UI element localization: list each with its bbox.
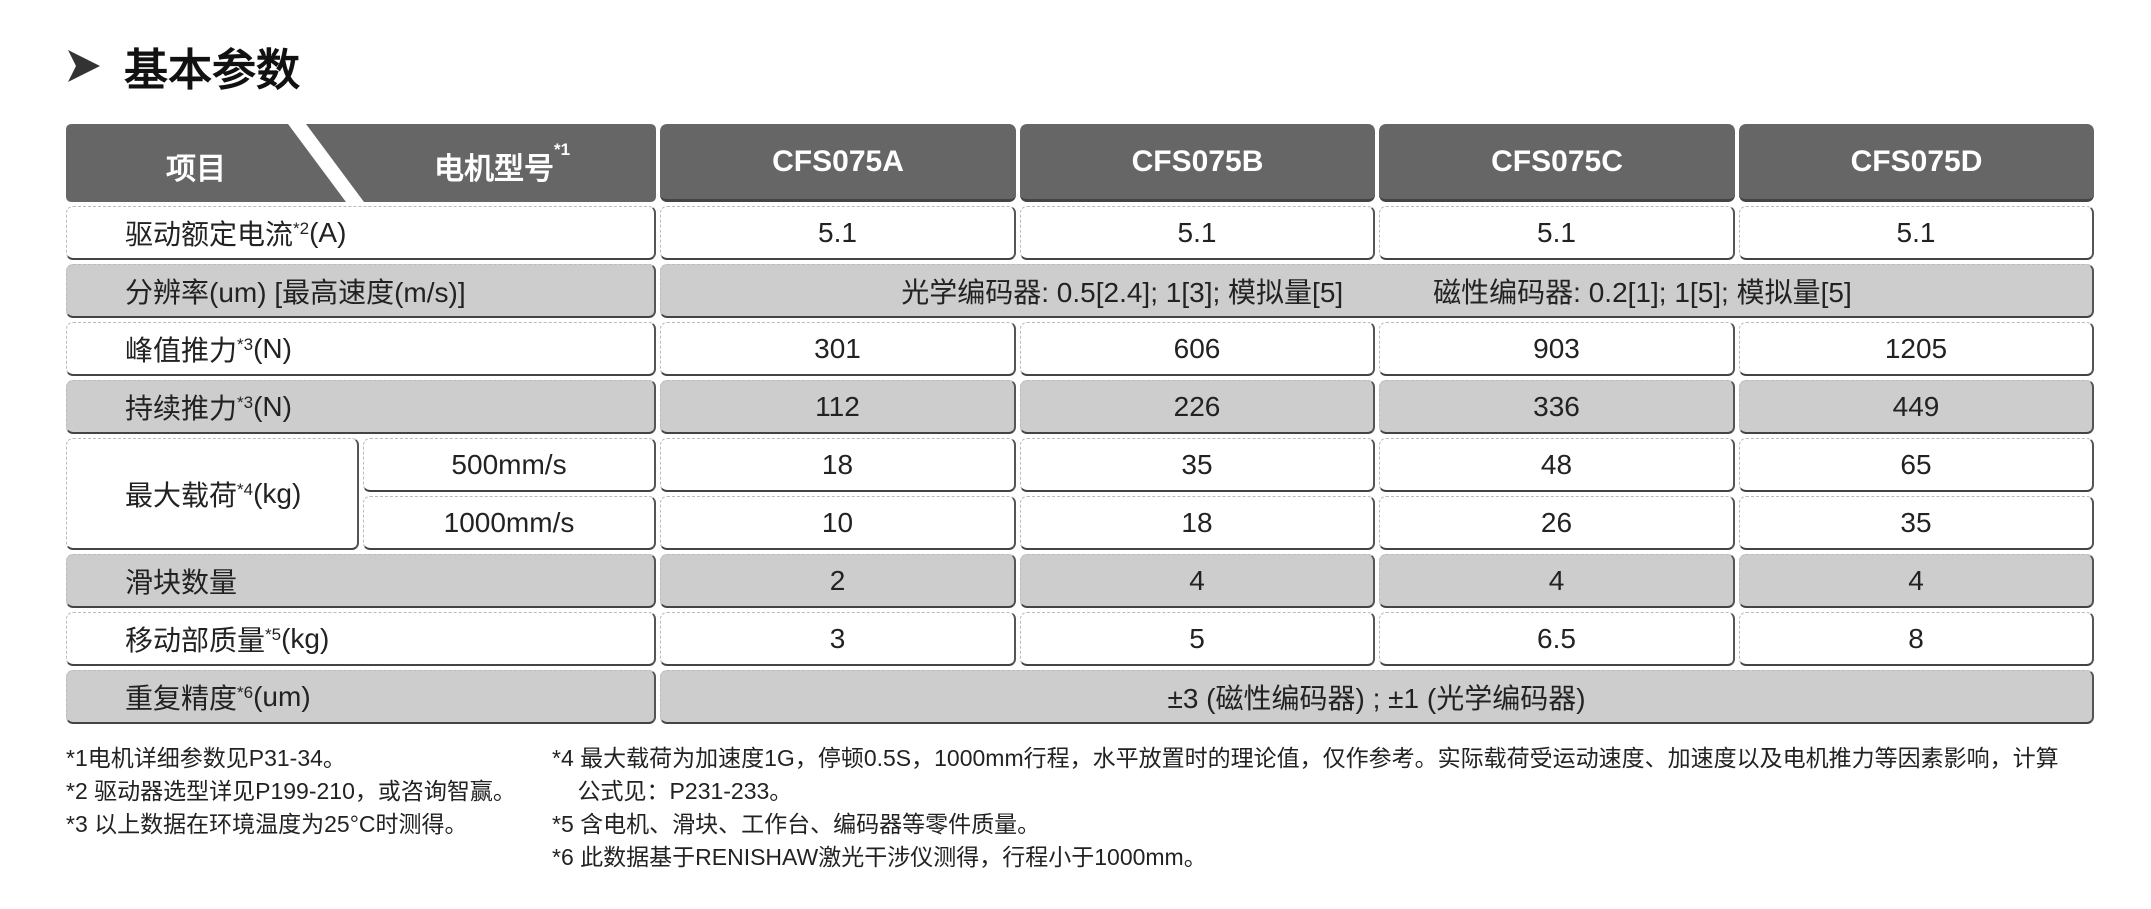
cell: 301	[660, 322, 1016, 376]
footnotes-left: *1电机详细参数见P31-34。 *2 驱动器选型详见P199-210，或咨询智…	[66, 742, 516, 841]
section-title-text: 基本参数	[124, 46, 300, 95]
cell: 5.1	[1020, 206, 1375, 260]
footnotes-right: *4 最大载荷为加速度1G，停顿0.5S，1000mm行程，水平放置时的理论值，…	[552, 742, 2059, 874]
cell: 5.1	[1379, 206, 1735, 260]
model-header: CFS075D	[1739, 124, 2094, 202]
footnote: *1电机详细参数见P31-34。	[66, 745, 346, 771]
cell: 26	[1379, 496, 1735, 550]
cell: 18	[660, 438, 1016, 492]
model-header: CFS075C	[1379, 124, 1735, 202]
cell: 226	[1020, 380, 1375, 434]
cell: 336	[1379, 380, 1735, 434]
header-model: 电机型号*1	[434, 140, 571, 186]
section-title: 基本参数	[66, 34, 300, 98]
cell: 449	[1739, 380, 2094, 434]
cell: 5.1	[1739, 206, 2094, 260]
cell: 5.1	[660, 206, 1016, 260]
cell: 48	[1379, 438, 1735, 492]
cell: 4	[1379, 554, 1735, 608]
header-item: 项目	[166, 153, 226, 186]
row-label-current: 驱动额定电流 *2 (A)	[66, 206, 656, 260]
row-label-continuous: 持续推力 *3 (N)	[66, 380, 656, 434]
cell: 10	[660, 496, 1016, 550]
cell: 18	[1020, 496, 1375, 550]
cell: 8	[1739, 612, 2094, 666]
footnote: *2 驱动器选型详见P199-210，或咨询智赢。	[66, 778, 516, 804]
footnote: *4 最大载荷为加速度1G，停顿0.5S，1000mm行程，水平放置时的理论值，…	[552, 745, 2059, 771]
footnote: *3 以上数据在环境温度为25°C时测得。	[66, 811, 468, 837]
row-label-resolution: 分辨率(um) [最高速度(m/s)]	[66, 264, 656, 318]
cell: 112	[660, 380, 1016, 434]
cell: 3	[660, 612, 1016, 666]
footnote: 公式见：P231-233。	[552, 778, 793, 804]
cell: 65	[1739, 438, 2094, 492]
footnote: *6 此数据基于RENISHAW激光干涉仪测得，行程小于1000mm。	[552, 844, 1207, 870]
arrow-icon	[68, 50, 100, 82]
spec-table: 项目 电机型号*1 CFS075A CFS075B CFS075C CFS075…	[66, 124, 2096, 724]
row-label-sliders: 滑块数量	[66, 554, 656, 608]
cell: 35	[1020, 438, 1375, 492]
cell: 4	[1020, 554, 1375, 608]
cell: 606	[1020, 322, 1375, 376]
cell-repeat: ±3 (磁性编码器) ; ±1 (光学编码器)	[660, 670, 2094, 724]
cell-resolution: 光学编码器: 0.5[2.4]; 1[3]; 模拟量[5] 磁性编码器: 0.2[…	[660, 264, 2094, 318]
row-label-repeat: 重复精度 *6 (um)	[66, 670, 656, 724]
model-header: CFS075A	[660, 124, 1016, 202]
cell: 903	[1379, 322, 1735, 376]
row-label-maxload: 最大载荷 *4 (kg)	[66, 438, 359, 550]
cell: 6.5	[1379, 612, 1735, 666]
cell: 4	[1739, 554, 2094, 608]
cell: 1205	[1739, 322, 2094, 376]
row-label-mass: 移动部质量 *5 (kg)	[66, 612, 656, 666]
cell: 35	[1739, 496, 2094, 550]
footnote: *5 含电机、滑块、工作台、编码器等零件质量。	[552, 811, 1041, 837]
cell: 2	[660, 554, 1016, 608]
model-header: CFS075B	[1020, 124, 1375, 202]
cell: 5	[1020, 612, 1375, 666]
speed-label: 500mm/s	[363, 438, 656, 492]
speed-label: 1000mm/s	[363, 496, 656, 550]
row-label-peak: 峰值推力 *3 (N)	[66, 322, 656, 376]
header-corner: 项目 电机型号*1	[66, 124, 656, 202]
